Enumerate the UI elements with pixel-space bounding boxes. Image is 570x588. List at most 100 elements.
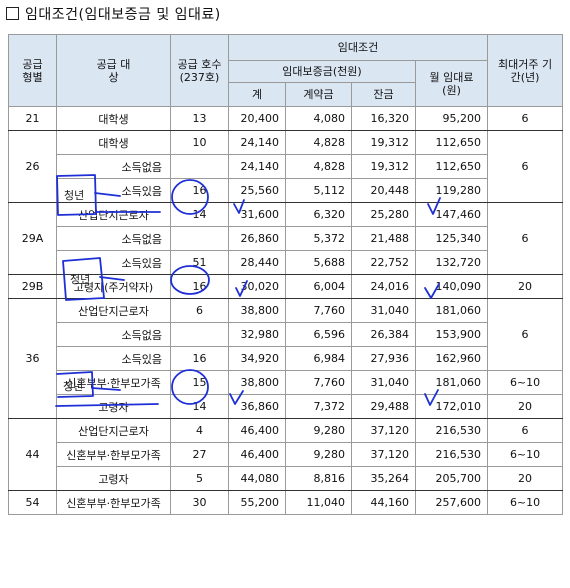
cell-total: 26,860 — [228, 226, 286, 251]
cell-total: 44,080 — [228, 466, 286, 491]
cell-target-sub: 소득있음 — [56, 346, 171, 371]
cell-contract: 11,040 — [285, 490, 352, 515]
cell-contract: 5,372 — [285, 226, 352, 251]
cell-contract: 8,816 — [285, 466, 352, 491]
cell-total: 30,020 — [228, 274, 286, 299]
cell-target-sub: 소득있음 — [56, 250, 171, 275]
cell-balance: 26,384 — [351, 322, 416, 347]
cell-balance: 37,120 — [351, 442, 416, 467]
cell-balance: 22,752 — [351, 250, 416, 275]
table-row: 소득없음 32,980 6,596 26,384 153,900 — [9, 322, 563, 347]
cell-total: 46,400 — [228, 442, 286, 467]
cell-rent: 147,460 — [414, 202, 489, 227]
table-row: 신혼부부·한부모가족 27 46,400 9,280 37,120 216,53… — [9, 442, 564, 467]
cell-rent: 112,650 — [414, 154, 489, 179]
table-row: 소득있음 16 25,560 5,112 20,448 119,280 — [9, 178, 563, 203]
cell-period: 6 — [487, 106, 564, 131]
cell-rent: 216,530 — [414, 442, 489, 467]
header-units: 공급 호수 (237호) — [170, 34, 229, 107]
cell-balance: 19,312 — [351, 130, 416, 155]
checkbox-square-icon — [6, 7, 19, 20]
cell-total: 31,600 — [228, 202, 286, 227]
cell-period: 6~10 — [487, 370, 564, 395]
cell-balance: 25,280 — [351, 202, 416, 227]
sub-label: 소득없음 — [121, 232, 162, 246]
cell-target-sub: 소득없음 — [56, 226, 171, 251]
cell-target: 신혼부부·한부모가족 — [56, 370, 171, 395]
cell-balance: 16,320 — [351, 106, 416, 131]
cell-target: 대학생 — [56, 106, 171, 131]
table-row: 고령자 5 44,080 8,816 35,264 205,700 20 — [9, 466, 564, 491]
cell-type: 21 — [8, 106, 57, 131]
cell-period: 20 — [487, 274, 564, 299]
cell-contract: 7,760 — [285, 298, 352, 323]
cell-rent: 95,200 — [414, 106, 489, 131]
header-target: 공급 대상 — [56, 34, 171, 107]
cell-contract: 6,320 — [285, 202, 352, 227]
cell-period: 6 — [487, 418, 564, 443]
cell-balance: 20,448 — [351, 178, 416, 203]
table-row: 54 신혼부부·한부모가족 30 55,200 11,040 44,160 25… — [8, 490, 564, 515]
table-row: 36 산업단지근로자 6 38,800 7,760 31,040 181,060… — [8, 298, 564, 419]
cell-period: 6 — [487, 202, 564, 275]
cell-rent: 181,060 — [414, 370, 489, 395]
cell-period: 6 — [487, 298, 564, 371]
cell-target: 대학생 — [56, 130, 171, 155]
table-row: 소득있음 16 34,920 6,984 27,936 162,960 — [9, 346, 563, 371]
cell-total: 24,140 — [228, 130, 286, 155]
cell-units: 16 — [170, 178, 229, 203]
cell-total: 28,440 — [228, 250, 286, 275]
cell-rent: 119,280 — [414, 178, 489, 203]
cell-total: 38,800 — [228, 370, 286, 395]
sub-label: 소득있음 — [121, 256, 162, 270]
cell-rent: 216,530 — [414, 418, 489, 443]
cell-units: 16 — [170, 346, 229, 371]
cell-units: 6 — [170, 298, 229, 323]
rent-conditions-table: 공급 형별 공급 대상 공급 호수 (237호) 임대조건 최대거주 기간(년)… — [8, 34, 564, 515]
cell-balance: 29,488 — [351, 394, 416, 419]
heading-text: 임대조건(임대보증금 및 임대료) — [25, 7, 221, 23]
cell-contract: 9,280 — [285, 442, 352, 467]
cell-rent: 125,340 — [414, 226, 489, 251]
table-row: 21 대학생 13 20,400 4,080 16,320 95,200 6 — [8, 106, 564, 131]
cell-total: 24,140 — [228, 154, 286, 179]
cell-rent: 172,010 — [414, 394, 489, 419]
table-row: 26 대학생 10 24,140 4,828 19,312 112,650 6 — [8, 130, 564, 203]
cell-balance: 24,016 — [351, 274, 416, 299]
cell-rent: 132,720 — [414, 250, 489, 275]
header-monthly-rent: 월 임대료 (원) — [414, 60, 489, 107]
cell-balance: 31,040 — [351, 298, 416, 323]
sub-label: 소득있음 — [121, 184, 162, 198]
cell-units: 16 — [170, 274, 229, 299]
cell-balance: 31,040 — [351, 370, 416, 395]
header-contract: 계약금 — [285, 82, 352, 107]
table-row: 44 산업단지근로자 4 46,400 9,280 37,120 216,530… — [8, 418, 564, 491]
cell-balance: 44,160 — [351, 490, 416, 515]
cell-target: 고령자(주거약자) — [56, 274, 171, 299]
cell-contract: 7,760 — [285, 370, 352, 395]
table-row: 신혼부부·한부모가족 15 38,800 7,760 31,040 181,06… — [9, 370, 564, 395]
header-rent-conditions: 임대조건 — [227, 34, 489, 61]
cell-type: 54 — [8, 490, 57, 515]
cell-total: 38,800 — [228, 298, 286, 323]
cell-balance: 19,312 — [351, 154, 416, 179]
cell-contract: 5,688 — [285, 250, 352, 275]
cell-total: 34,920 — [228, 346, 286, 371]
cell-rent: 140,090 — [414, 274, 489, 299]
header-total: 계 — [228, 82, 286, 107]
cell-units: 14 — [170, 394, 229, 419]
cell-units — [170, 154, 229, 179]
cell-period: 6~10 — [487, 442, 564, 467]
cell-target-sub: 소득없음 — [56, 322, 171, 347]
cell-period: 20 — [487, 466, 564, 491]
cell-contract: 9,280 — [285, 418, 352, 443]
cell-rent: 181,060 — [414, 298, 489, 323]
cell-contract: 4,828 — [285, 154, 352, 179]
sub-label: 소득있음 — [121, 352, 162, 366]
cell-balance: 35,264 — [351, 466, 416, 491]
cell-contract: 6,596 — [285, 322, 352, 347]
cell-units: 13 — [170, 106, 229, 131]
cell-target: 신혼부부·한부모가족 — [56, 490, 171, 515]
cell-target: 고령자 — [56, 466, 171, 491]
cell-contract: 4,080 — [285, 106, 352, 131]
